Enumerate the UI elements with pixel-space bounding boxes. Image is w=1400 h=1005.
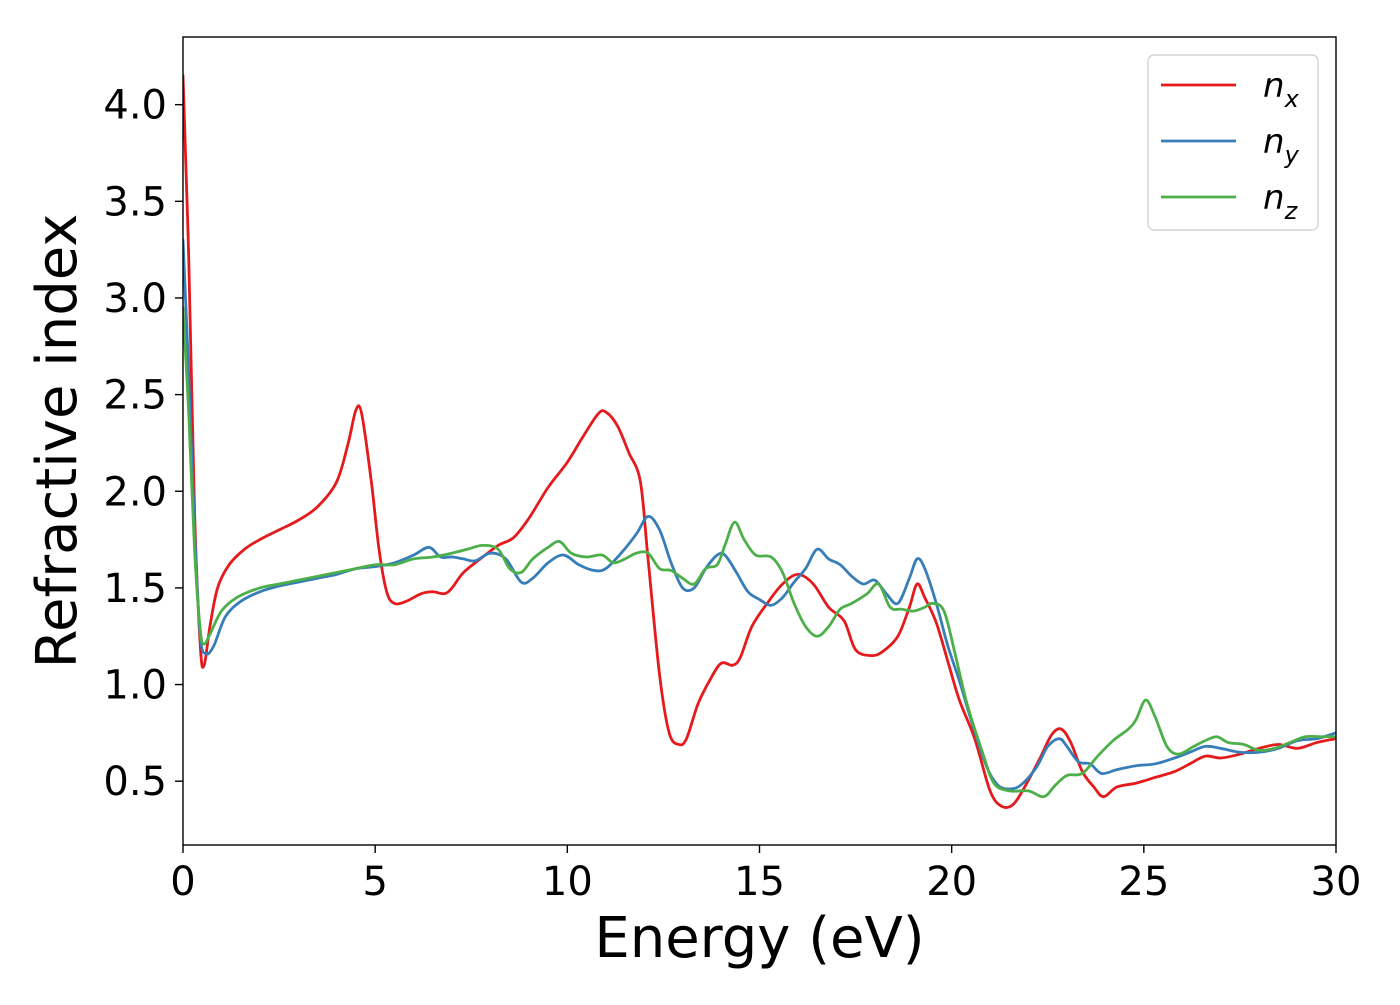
series-line-z [183,306,1336,799]
legend-label-z: nz [1263,178,1299,225]
x-tick-label: 15 [734,859,785,905]
series-layer [183,74,1336,809]
x-tick-label: 0 [170,859,195,905]
x-axis-title: Energy (eV) [594,906,924,971]
x-tick-label: 5 [362,859,387,905]
y-tick-label: 2.0 [103,469,167,515]
x-axis-ticks: 0 5 10 15 20 25 30 [170,845,1361,905]
x-tick-label: 30 [1311,859,1362,905]
y-tick-label: 3.5 [103,179,167,225]
legend-label-x: nx [1263,66,1300,113]
y-tick-label: 0.5 [103,759,167,805]
y-axis-ticks: 0.5 1.0 1.5 2.0 2.5 3.0 3.5 4.0 [103,83,183,805]
x-tick-label: 20 [926,859,977,905]
y-tick-label: 1.0 [103,663,167,709]
y-tick-label: 2.5 [103,373,167,419]
y-tick-label: 1.5 [103,566,167,612]
x-tick-label: 10 [542,859,593,905]
y-tick-label: 3.0 [103,276,167,322]
x-tick-label: 25 [1118,859,1169,905]
legend-label-y: ny [1263,122,1300,169]
legend: nx ny nz [1147,54,1319,231]
y-axis-title: Refractive index [25,214,90,669]
y-tick-label: 4.0 [103,83,167,129]
legend-frame [1147,54,1319,231]
